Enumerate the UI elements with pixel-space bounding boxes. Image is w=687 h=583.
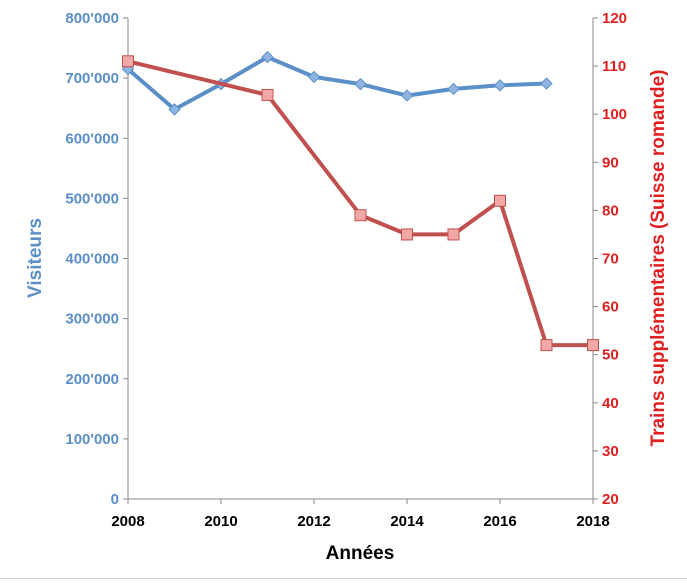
x-tick-label: 2010	[204, 513, 237, 530]
right-tick-label: 90	[602, 154, 619, 171]
data-point-square	[587, 339, 599, 352]
left-tick-label: 400'000	[65, 251, 119, 268]
data-point-square	[354, 209, 367, 222]
right-y-ticks: 20 30 40 50 60 70 80 90 100 110 120	[593, 10, 627, 508]
left-tick-label: 0	[111, 491, 119, 508]
left-tick-label: 200'000	[65, 371, 119, 388]
series-left-axis	[121, 50, 553, 116]
left-tick-label: 700'000	[65, 70, 119, 87]
left-tick-label: 100'000	[65, 431, 119, 448]
data-point-diamond	[493, 79, 507, 92]
data-point-square	[494, 194, 506, 207]
data-point-square	[122, 55, 134, 68]
x-axis-label: Années	[326, 543, 395, 564]
left-y-axis-label: Visiteurs	[25, 218, 46, 298]
series-line	[127, 59, 593, 348]
right-tick-label: 30	[602, 443, 619, 460]
right-tick-label: 100	[602, 106, 627, 123]
data-point-square	[401, 228, 413, 241]
left-tick-label: 600'000	[65, 130, 119, 147]
left-tick-label: 300'000	[65, 311, 119, 328]
right-tick-label: 20	[602, 491, 619, 508]
data-point-square	[447, 228, 460, 241]
data-point-diamond	[168, 103, 181, 116]
x-ticks: 2008 2010 2012 2014 2016 2018	[111, 499, 610, 530]
series-line	[126, 55, 547, 112]
x-tick-label: 2018	[576, 513, 609, 530]
series-right-axis	[122, 55, 599, 352]
x-tick-label: 2014	[390, 513, 424, 530]
x-tick-label: 2008	[111, 513, 144, 530]
left-tick-label: 500'000	[65, 190, 119, 207]
data-point-diamond	[447, 82, 460, 96]
right-tick-label: 120	[602, 10, 627, 27]
right-tick-label: 70	[602, 251, 619, 268]
data-point-diamond	[540, 77, 553, 90]
data-point-diamond	[307, 70, 321, 84]
series-layer	[121, 50, 599, 352]
data-point-diamond	[354, 77, 367, 91]
right-y-axis-label: Trains supplémentaires (Suisse romande)	[648, 70, 669, 447]
left-tick-label: 800'000	[65, 10, 119, 27]
data-point-square	[540, 339, 553, 352]
right-tick-label: 40	[602, 395, 619, 412]
right-tick-label: 80	[602, 202, 619, 219]
right-tick-label: 60	[602, 299, 619, 316]
data-point-diamond	[400, 89, 414, 102]
data-point-diamond	[261, 50, 274, 64]
right-tick-label: 110	[602, 58, 626, 75]
x-tick-label: 2012	[297, 513, 330, 530]
right-tick-label: 50	[602, 347, 619, 364]
x-tick-label: 2016	[483, 513, 516, 530]
data-point-square	[261, 88, 274, 101]
bottom-divider	[0, 578, 687, 579]
left-y-ticks: 0 100'000 200'000 300'000 400'000 500'000 600'…	[65, 10, 128, 508]
